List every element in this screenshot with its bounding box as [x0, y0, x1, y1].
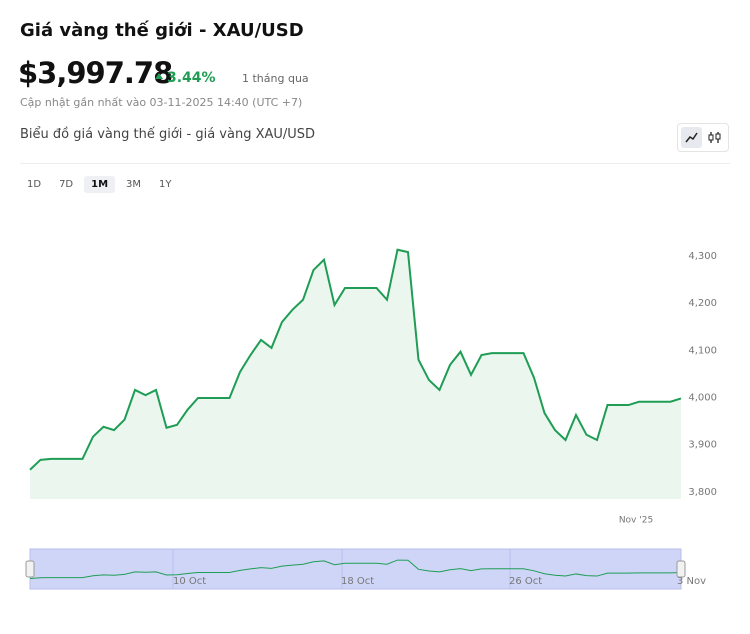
- navigator-handle[interactable]: [25, 560, 35, 578]
- y-tick-label: 3,900: [688, 440, 717, 451]
- price-line: [29, 248, 682, 471]
- navigator-tick-label: 26 Oct: [509, 576, 542, 587]
- range-button[interactable]: 1D: [27, 179, 42, 190]
- navigator-line: [29, 559, 682, 580]
- chart-title: Biểu đồ giá vàng thế giới - giá vàng XAU…: [20, 127, 316, 142]
- range-button[interactable]: 7D: [59, 179, 74, 190]
- divider: [20, 163, 730, 164]
- y-tick-label: 4,300: [688, 251, 717, 262]
- range-buttons: 1D 7D 1M 3M 1Y: [20, 176, 179, 193]
- navigator-tick-label: 18 Oct: [341, 576, 374, 587]
- range-button[interactable]: 1M: [84, 176, 116, 193]
- navigator-handle[interactable]: [676, 560, 686, 578]
- area-fill: [30, 249, 681, 499]
- chart-mode-toggle[interactable]: [677, 123, 729, 152]
- change: 3.44%: [167, 70, 216, 86]
- page-title: Giá vàng thế giới - XAU/USD: [20, 20, 304, 41]
- toggle-icons: [681, 127, 721, 148]
- updated: Cập nhật gần nhất vào 03-11-2025 14:40 (…: [20, 96, 303, 109]
- price: $3,997.78: [18, 56, 173, 90]
- x-tick-label: Nov '25: [619, 516, 653, 526]
- y-tick-label: 3,800: [688, 487, 717, 498]
- y-tick-label: 4,200: [688, 298, 717, 309]
- y-tick-label: 4,000: [688, 393, 717, 404]
- range-button[interactable]: 1Y: [159, 179, 172, 190]
- change-arrow: [155, 73, 163, 79]
- navigator-tick-label: 3 Nov: [677, 576, 706, 587]
- y-tick-label: 4,100: [688, 345, 717, 356]
- period: 1 tháng qua: [242, 72, 309, 85]
- range-button[interactable]: 3M: [126, 179, 142, 190]
- navigator-tick-label: 10 Oct: [173, 576, 206, 587]
- navigator: [29, 548, 682, 590]
